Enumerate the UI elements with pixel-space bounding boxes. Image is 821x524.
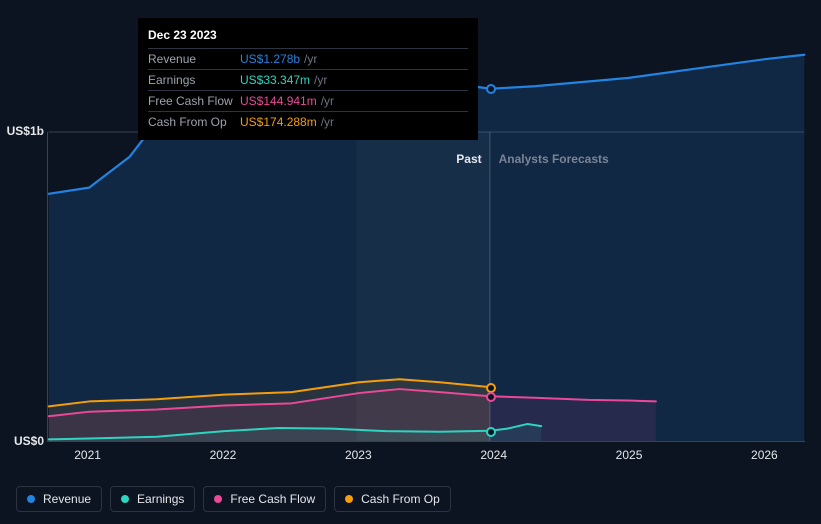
financial-chart: PastAnalysts Forecasts 20212022202320242… — [16, 122, 805, 442]
legend-swatch — [121, 495, 129, 503]
legend-label: Earnings — [137, 492, 184, 506]
series-marker — [486, 392, 496, 402]
chart-tooltip: Dec 23 2023 RevenueUS$1.278b/yrEarningsU… — [138, 18, 478, 140]
x-axis-tick-label: 2021 — [74, 448, 101, 462]
legend-swatch — [27, 495, 35, 503]
tooltip-date: Dec 23 2023 — [148, 24, 468, 48]
tooltip-row-unit: /yr — [321, 114, 334, 130]
tooltip-row: RevenueUS$1.278b/yr — [148, 48, 468, 69]
legend-item-free-cash-flow[interactable]: Free Cash Flow — [203, 486, 326, 512]
legend-label: Revenue — [43, 492, 91, 506]
x-axis-labels: 2021 2022 2023 2024 2025 2026 — [47, 448, 805, 466]
x-axis-tick-label: 2024 — [480, 448, 507, 462]
tooltip-row-label: Free Cash Flow — [148, 93, 240, 109]
x-axis-tick-label: 2026 — [751, 448, 778, 462]
divider-label-past: Past — [456, 152, 481, 166]
series-marker — [486, 84, 496, 94]
tooltip-row-unit: /yr — [314, 72, 327, 88]
y-axis-tick-label: US$1b — [7, 124, 44, 138]
tooltip-row-value: US$1.278b — [240, 51, 300, 67]
legend-label: Free Cash Flow — [230, 492, 315, 506]
divider-label-forecast: Analysts Forecasts — [499, 152, 609, 166]
series-marker — [486, 427, 496, 437]
tooltip-row-value: US$144.941m — [240, 93, 317, 109]
legend-swatch — [214, 495, 222, 503]
x-axis-tick-label: 2023 — [345, 448, 372, 462]
tooltip-row: Free Cash FlowUS$144.941m/yr — [148, 90, 468, 111]
tooltip-row-unit: /yr — [304, 51, 317, 67]
tooltip-row-label: Cash From Op — [148, 114, 240, 130]
tooltip-row: EarningsUS$33.347m/yr — [148, 69, 468, 90]
legend-item-revenue[interactable]: Revenue — [16, 486, 102, 512]
tooltip-row-label: Earnings — [148, 72, 240, 88]
tooltip-row: Cash From OpUS$174.288m/yr — [148, 111, 468, 132]
chart-svg — [48, 132, 805, 441]
tooltip-row-value: US$33.347m — [240, 72, 310, 88]
legend-swatch — [345, 495, 353, 503]
chart-plot-area: Past Analysts Forecasts — [47, 132, 805, 442]
legend-item-cash-from-op[interactable]: Cash From Op — [334, 486, 451, 512]
legend-item-earnings[interactable]: Earnings — [110, 486, 195, 512]
x-axis-tick-label: 2022 — [210, 448, 237, 462]
y-axis-tick-label: US$0 — [14, 434, 44, 448]
legend-label: Cash From Op — [361, 492, 440, 506]
tooltip-row-value: US$174.288m — [240, 114, 317, 130]
tooltip-row-label: Revenue — [148, 51, 240, 67]
chart-legend: Revenue Earnings Free Cash Flow Cash From O… — [16, 486, 451, 512]
tooltip-row-unit: /yr — [321, 93, 334, 109]
x-axis-tick-label: 2025 — [616, 448, 643, 462]
